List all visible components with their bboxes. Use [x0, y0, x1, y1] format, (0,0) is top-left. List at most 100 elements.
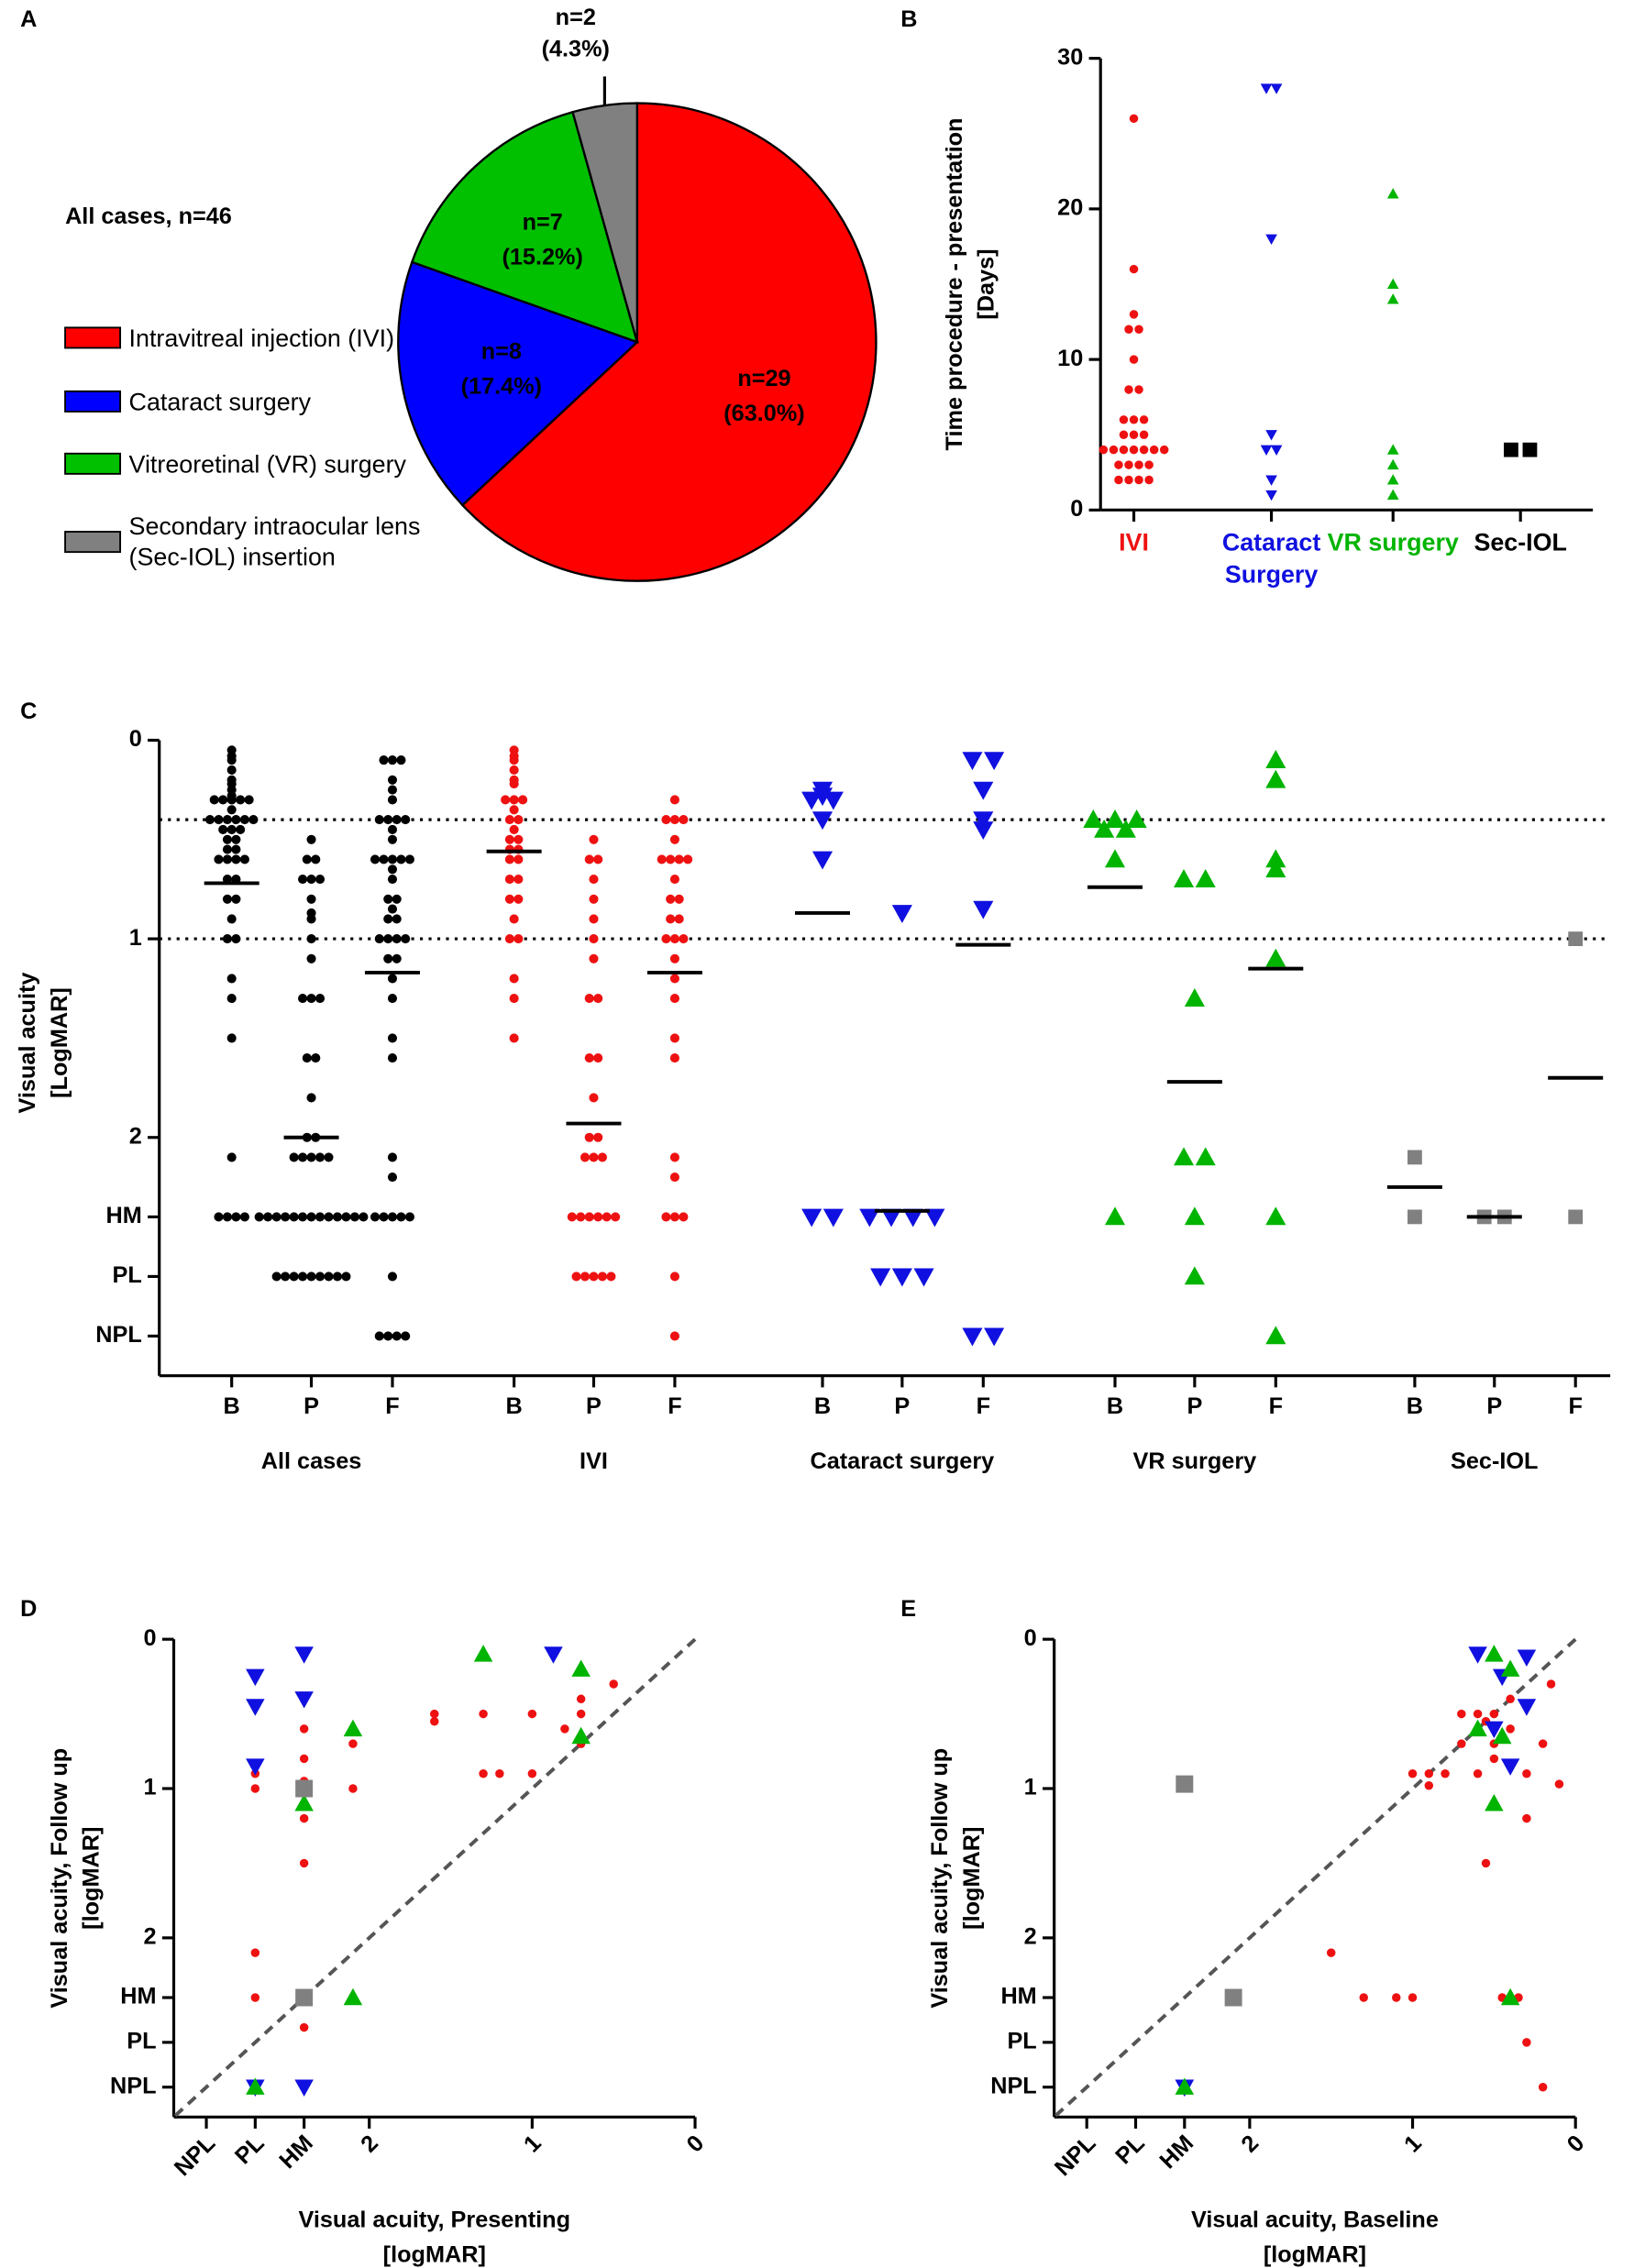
point	[611, 1212, 621, 1222]
point	[387, 864, 398, 875]
point	[1119, 445, 1129, 455]
x-tick-label: NPL	[1050, 2130, 1101, 2182]
y-axis-label: Time procedure - presentation	[942, 118, 967, 451]
point	[246, 1758, 265, 1776]
x-tick-label: 2	[1236, 2130, 1264, 2158]
point	[504, 854, 514, 864]
point	[1109, 445, 1119, 455]
point	[324, 1272, 334, 1282]
legend-label-box: Vitreoretinal (VR) surgery	[129, 450, 406, 478]
pie-slice	[397, 260, 640, 507]
point	[387, 1173, 398, 1183]
point	[509, 755, 519, 765]
point	[1184, 1266, 1205, 1285]
point	[1184, 988, 1205, 1007]
point	[1124, 325, 1133, 335]
point	[1134, 460, 1143, 469]
point	[383, 815, 393, 825]
x-tick-label-box: Cataract Surgery	[1177, 527, 1365, 608]
point	[589, 894, 599, 904]
point	[1094, 819, 1115, 838]
point	[666, 914, 676, 924]
point	[589, 1093, 599, 1103]
point	[239, 815, 249, 825]
point	[560, 1724, 569, 1734]
point	[1119, 415, 1129, 424]
point	[222, 934, 232, 944]
point	[513, 815, 524, 825]
point	[1468, 1646, 1487, 1664]
y-tick-label: NPL	[95, 1322, 142, 1348]
slice-percent: (4.3%)	[542, 37, 610, 62]
point	[404, 854, 414, 864]
legend-swatch	[64, 390, 122, 413]
point	[495, 1768, 504, 1778]
y-axis-label: Visual acuity, Follow up	[927, 1748, 953, 2009]
point	[1114, 460, 1123, 469]
point	[1568, 1209, 1584, 1225]
point	[571, 1726, 591, 1745]
point	[383, 953, 393, 963]
point	[214, 1212, 224, 1222]
point	[501, 795, 511, 805]
point	[669, 1212, 679, 1222]
group-label: VR surgery	[1132, 1448, 1256, 1474]
pie-slice	[460, 102, 878, 582]
point	[811, 811, 834, 831]
point	[669, 815, 679, 825]
point	[294, 1691, 314, 1709]
point	[1500, 1659, 1520, 1677]
point	[1481, 1858, 1491, 1868]
point	[302, 854, 312, 864]
slice-label: n=8	[481, 339, 522, 365]
point	[1500, 1758, 1520, 1776]
point	[387, 1212, 398, 1222]
point	[226, 1152, 237, 1162]
point	[584, 1132, 594, 1142]
point	[902, 1208, 923, 1228]
point	[315, 994, 326, 1004]
point	[295, 1779, 314, 1798]
point	[1546, 1679, 1556, 1689]
group-label: Cataract surgery	[811, 1448, 995, 1474]
point	[1129, 264, 1139, 274]
point	[669, 974, 679, 984]
point	[239, 1212, 249, 1222]
point	[1139, 430, 1149, 439]
point	[1260, 445, 1273, 456]
point	[1386, 489, 1399, 500]
legend-label: Secondary intraocular lens (Sec-IOL) ins…	[128, 512, 421, 571]
x-tick-label: IVI	[1119, 528, 1149, 556]
point	[669, 1272, 679, 1282]
point	[387, 994, 398, 1004]
point	[504, 894, 514, 904]
x-tick-label: F	[668, 1393, 681, 1419]
point	[218, 795, 228, 805]
x-tick-label-wrap: Cataract Surgery	[1177, 527, 1365, 608]
point	[1195, 869, 1216, 887]
y-tick-label: NPL	[990, 2073, 1037, 2098]
point	[1265, 430, 1277, 441]
point	[387, 1152, 398, 1162]
point	[669, 1331, 679, 1341]
point	[589, 1152, 599, 1162]
y-axis-label: [logMAR]	[79, 1827, 105, 1930]
point	[1104, 849, 1126, 868]
point	[1265, 948, 1286, 967]
x-tick-label: F	[385, 1393, 399, 1419]
x-tick-label: P	[304, 1393, 319, 1419]
point	[1489, 1754, 1499, 1764]
x-tick-label: Cataract Surgery	[1221, 528, 1321, 589]
point	[387, 1033, 398, 1043]
point	[1538, 2082, 1548, 2092]
point	[1144, 475, 1154, 485]
point	[214, 854, 224, 864]
x-tick-label: 1	[1399, 2130, 1427, 2158]
point	[822, 1208, 844, 1228]
point	[674, 854, 684, 864]
point	[544, 1646, 563, 1664]
point	[1104, 1206, 1126, 1226]
point	[962, 752, 983, 771]
point	[231, 1212, 241, 1222]
point	[1124, 460, 1133, 469]
